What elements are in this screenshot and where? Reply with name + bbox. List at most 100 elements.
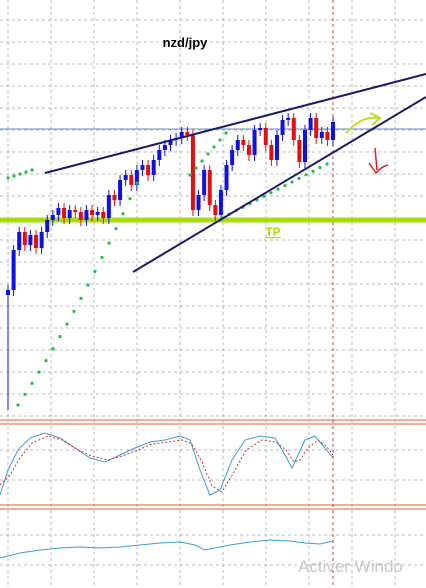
indicator-line	[0, 539, 334, 559]
stochastic-main	[0, 432, 334, 496]
sar-dot	[297, 176, 301, 180]
candle-body	[246, 145, 251, 155]
sar-dot	[325, 162, 329, 166]
candle-body	[331, 122, 335, 140]
candle-body	[22, 232, 27, 245]
sar-dot	[304, 173, 308, 177]
sar-dot	[114, 227, 118, 231]
sar-dot	[12, 174, 16, 178]
candle-body	[319, 132, 324, 138]
trendline	[132, 96, 426, 273]
candle-body	[280, 120, 285, 135]
candle-body	[134, 170, 139, 185]
candle-body	[286, 118, 291, 120]
sar-dot	[100, 255, 104, 259]
candle-body	[185, 132, 190, 135]
sar-dot	[206, 152, 210, 156]
sar-dot	[30, 381, 34, 385]
candle-body	[235, 140, 240, 150]
sar-dot	[212, 145, 216, 149]
stochastic-signal	[0, 435, 334, 493]
sar-dot	[218, 138, 222, 142]
candle-body	[202, 170, 207, 195]
sar-dot	[276, 187, 280, 191]
sar-dot	[200, 159, 204, 163]
candle-body	[84, 210, 89, 220]
candle-body	[325, 132, 330, 140]
candle-body	[17, 232, 22, 250]
candle-body	[157, 150, 162, 160]
candle-body	[308, 118, 313, 130]
candle-body	[207, 170, 212, 205]
candle-body	[263, 128, 268, 145]
candle-body	[291, 118, 296, 140]
candle-body	[11, 250, 16, 290]
sar-dot	[318, 166, 322, 170]
sar-dot	[269, 191, 273, 195]
candle-body	[224, 165, 229, 190]
sar-dot	[86, 283, 90, 287]
candle-body	[6, 290, 10, 295]
candle-body	[123, 175, 128, 180]
candle-body	[241, 140, 246, 145]
sar-dot	[262, 194, 266, 198]
sar-dot	[188, 173, 192, 177]
sar-dot	[24, 170, 28, 174]
candle-body	[314, 118, 319, 138]
candle-body	[50, 215, 55, 220]
candle-body	[274, 135, 279, 160]
sar-dot	[37, 370, 41, 374]
candle-body	[190, 135, 195, 210]
sar-dot	[283, 184, 287, 188]
candle-body	[196, 195, 201, 210]
candle-body	[90, 210, 95, 215]
candle-body	[269, 145, 274, 160]
sar-dot	[18, 172, 22, 176]
candle-body	[146, 165, 151, 175]
candle-body	[112, 195, 117, 200]
candle-body	[106, 195, 111, 218]
sar-dot	[224, 131, 228, 135]
chart-title: nzd/jpy	[163, 35, 209, 50]
candle-body	[230, 150, 235, 165]
trendline	[44, 73, 426, 174]
candle-body	[39, 232, 44, 248]
sar-dot	[6, 176, 10, 180]
sar-dot	[290, 180, 294, 184]
candle-body	[140, 165, 145, 170]
candles	[6, 113, 335, 410]
candle-body	[162, 145, 167, 150]
sar-dot	[58, 335, 62, 339]
sar-dot	[30, 168, 34, 172]
candle-body	[129, 175, 134, 185]
parabolic-sar	[6, 131, 329, 407]
candle-body	[45, 220, 50, 232]
sar-dot	[121, 212, 125, 216]
sar-dot	[79, 296, 83, 300]
candle-body	[168, 140, 173, 145]
candle-body	[302, 130, 307, 162]
candle-body	[258, 128, 263, 130]
up-arrow	[345, 112, 382, 134]
candle-body	[151, 160, 156, 175]
candle-body	[78, 212, 83, 220]
sar-dot	[44, 359, 48, 363]
sar-dot	[311, 169, 315, 173]
candle-body	[118, 180, 123, 200]
tp-label: TP	[265, 225, 280, 239]
sar-dot	[23, 392, 27, 396]
candle-body	[95, 212, 100, 215]
candle-body	[67, 210, 72, 218]
sar-dot	[128, 197, 132, 201]
candle-body	[62, 208, 67, 218]
sar-dot	[135, 181, 139, 185]
sar-dot	[65, 322, 69, 326]
sar-dot	[16, 403, 20, 407]
candle-body	[28, 235, 33, 245]
sar-dot	[93, 269, 97, 273]
candle-body	[213, 205, 218, 215]
sar-dot	[194, 166, 198, 170]
sar-dot	[107, 241, 111, 245]
